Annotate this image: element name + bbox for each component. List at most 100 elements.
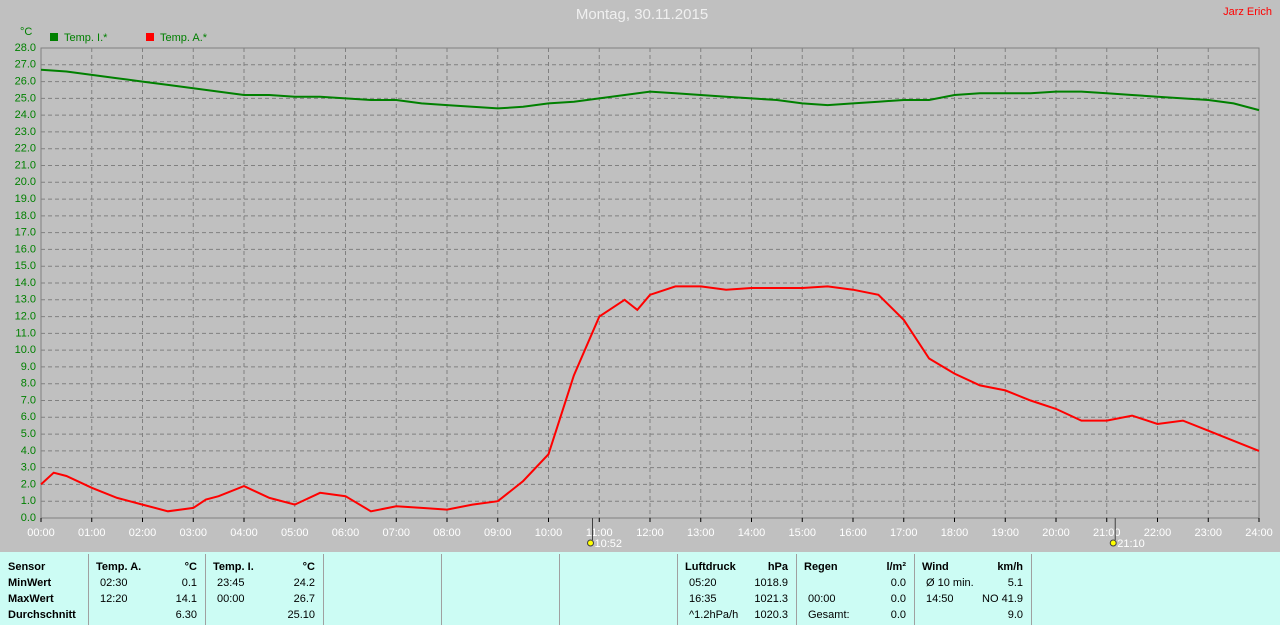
x-tick-label: 24:00 [1245, 527, 1273, 539]
x-tick-label: 03:00 [179, 527, 207, 539]
x-tick-label: 20:00 [1042, 527, 1070, 539]
table-background [0, 552, 1280, 625]
table-cell: 0.1 [182, 577, 197, 589]
y-tick-label: 24.0 [15, 109, 36, 121]
x-tick-label: 18:00 [941, 527, 969, 539]
table-cell: 25.10 [287, 609, 315, 621]
y-tick-label: 0.0 [21, 512, 36, 524]
y-tick-label: 18.0 [15, 210, 36, 222]
x-tick-label: 04:00 [230, 527, 258, 539]
x-tick-label: 19:00 [991, 527, 1019, 539]
table-cell: 6.30 [176, 609, 197, 621]
y-tick-label: 16.0 [15, 243, 36, 255]
x-tick-label: 05:00 [281, 527, 309, 539]
table-cell: 24.2 [294, 577, 315, 589]
x-tick-label: 12:00 [636, 527, 664, 539]
y-tick-label: 6.0 [21, 411, 36, 423]
x-tick-label: 13:00 [687, 527, 715, 539]
table-cell: Ø 10 min. [926, 577, 974, 589]
x-tick-label: 00:00 [27, 527, 55, 539]
series-line [40, 68, 1260, 112]
x-tick-label: 16:00 [839, 527, 867, 539]
table-cell: NO 41.9 [982, 593, 1023, 605]
table-cell: 1021.3 [754, 593, 788, 605]
x-tick-label: 07:00 [382, 527, 410, 539]
table-cell: 26.7 [294, 593, 315, 605]
annotation-label: 21:10 [1117, 538, 1145, 550]
y-tick-label: 5.0 [21, 428, 36, 440]
table-cell: 0.0 [891, 577, 906, 589]
y-tick-label: 28.0 [15, 42, 36, 54]
author: Jarz Erich [1223, 6, 1272, 18]
sun-icon [587, 539, 595, 547]
x-tick-label: 14:00 [738, 527, 766, 539]
y-tick-label: 7.0 [21, 394, 36, 406]
table-cell: Gesamt: [808, 609, 850, 621]
table-header: Temp. I. [213, 561, 254, 573]
y-tick-label: 22.0 [15, 143, 36, 155]
y-tick-label: 19.0 [15, 193, 36, 205]
legend-label: Temp. I.* [64, 32, 108, 44]
table-cell: 12:20 [100, 593, 128, 605]
table-header: Regen [804, 561, 838, 573]
x-tick-label: 08:00 [433, 527, 461, 539]
table-cell: 1018.9 [754, 577, 788, 589]
y-tick-label: 8.0 [21, 378, 36, 390]
table-cell: 23:45 [217, 577, 245, 589]
y-tick-label: 17.0 [15, 227, 36, 239]
legend-label: Temp. A.* [160, 32, 208, 44]
legend-swatch [50, 33, 58, 41]
table-cell: Durchschnitt [8, 609, 76, 621]
y-tick-label: 4.0 [21, 445, 36, 457]
table-cell: 5.1 [1008, 577, 1023, 589]
table-cell: 00:00 [217, 593, 245, 605]
y-tick-label: 27.0 [15, 59, 36, 71]
y-tick-label: 23.0 [15, 126, 36, 138]
y-tick-label: 20.0 [15, 176, 36, 188]
y-tick-label: 13.0 [15, 294, 36, 306]
x-tick-label: 17:00 [890, 527, 918, 539]
table-header: l/m² [886, 561, 906, 573]
y-tick-label: 21.0 [15, 159, 36, 171]
y-axis-unit: °C [20, 26, 32, 38]
table-cell: 0.0 [891, 593, 906, 605]
x-tick-label: 01:00 [78, 527, 106, 539]
sun-icon [1109, 539, 1117, 547]
x-tick-label: 22:00 [1144, 527, 1172, 539]
table-cell: MinWert [8, 577, 52, 589]
x-tick-label: 02:00 [129, 527, 157, 539]
table-header: °C [185, 561, 197, 573]
x-tick-label: 21:00 [1093, 527, 1121, 539]
y-tick-label: 1.0 [21, 495, 36, 507]
x-tick-label: 10:00 [535, 527, 563, 539]
table-cell: 00:00 [808, 593, 836, 605]
table-cell: 0.0 [891, 609, 906, 621]
table-cell: 05:20 [689, 577, 717, 589]
y-tick-label: 2.0 [21, 478, 36, 490]
table-header: Luftdruck [685, 561, 737, 573]
y-tick-label: 3.0 [21, 462, 36, 474]
y-tick-label: 26.0 [15, 75, 36, 87]
x-tick-label: 15:00 [788, 527, 816, 539]
y-tick-label: 12.0 [15, 310, 36, 322]
table-cell: 02:30 [100, 577, 128, 589]
x-tick-label: 09:00 [484, 527, 512, 539]
table-cell: 16:35 [689, 593, 717, 605]
x-tick-label: 23:00 [1194, 527, 1222, 539]
chart-title: Montag, 30.11.2015 [576, 6, 708, 23]
annotation-label: 10:52 [595, 538, 623, 550]
series-line [40, 285, 1260, 513]
y-tick-label: 9.0 [21, 361, 36, 373]
table-cell: 9.0 [1008, 609, 1023, 621]
table-cell: MaxWert [8, 593, 54, 605]
y-tick-label: 14.0 [15, 277, 36, 289]
y-tick-label: 11.0 [15, 327, 36, 339]
table-header: °C [303, 561, 315, 573]
table-header: Wind [922, 561, 949, 573]
table-cell: ^1.2hPa/h [689, 609, 738, 621]
table-header: km/h [997, 561, 1023, 573]
table-header: Sensor [8, 561, 46, 573]
y-tick-label: 10.0 [15, 344, 36, 356]
